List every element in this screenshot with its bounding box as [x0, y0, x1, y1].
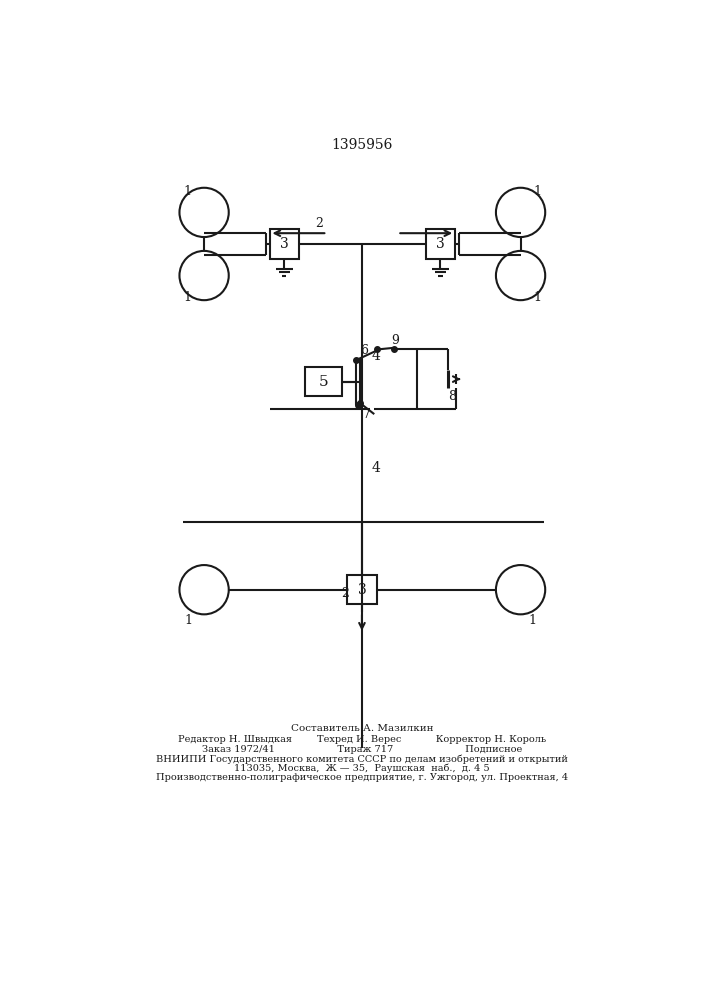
Text: 2: 2 — [315, 217, 324, 230]
Text: 7: 7 — [363, 408, 371, 421]
Circle shape — [180, 565, 229, 614]
Text: 4: 4 — [371, 461, 380, 475]
Text: ВНИИПИ Государственного комитета СССР по делам изобретений и открытий: ВНИИПИ Государственного комитета СССР по… — [156, 754, 568, 764]
Text: 4: 4 — [371, 349, 380, 363]
Text: 6: 6 — [361, 344, 368, 358]
Text: Заказ 1972/41                    Тираж 717                       Подписное: Заказ 1972/41 Тираж 717 Подписное — [201, 745, 522, 754]
Text: Производственно-полиграфическое предприятие, г. Ужгород, ул. Проектная, 4: Производственно-полиграфическое предприя… — [156, 773, 568, 782]
Circle shape — [180, 251, 229, 300]
Text: 5: 5 — [319, 375, 328, 389]
Text: 1: 1 — [183, 291, 191, 304]
Text: Составитель А. Мазилкин: Составитель А. Мазилкин — [291, 724, 433, 733]
Text: 3: 3 — [280, 237, 288, 251]
Text: 2: 2 — [341, 587, 349, 600]
Text: 1395956: 1395956 — [332, 138, 392, 152]
Text: 113035, Москва,  Ж — 35,  Раушская  наб.,  д. 4 5: 113035, Москва, Ж — 35, Раушская наб., д… — [234, 764, 490, 773]
Bar — [347, 575, 377, 604]
Text: 1: 1 — [183, 185, 191, 198]
Circle shape — [496, 188, 545, 237]
Text: 9: 9 — [391, 334, 399, 347]
Bar — [305, 367, 342, 396]
Bar — [426, 229, 455, 259]
Text: 1: 1 — [534, 291, 542, 304]
Text: 3: 3 — [436, 237, 445, 251]
Circle shape — [496, 251, 545, 300]
Bar — [269, 229, 299, 259]
Text: 3: 3 — [358, 583, 366, 597]
Circle shape — [180, 188, 229, 237]
Text: 1: 1 — [529, 614, 537, 627]
Text: Редактор Н. Швыдкая        Техред И. Верес           Корректор Н. Король: Редактор Н. Швыдкая Техред И. Верес Корр… — [178, 735, 546, 744]
Text: 1: 1 — [185, 614, 193, 627]
Text: 8: 8 — [448, 390, 456, 403]
Circle shape — [496, 565, 545, 614]
Text: 1: 1 — [534, 185, 542, 198]
